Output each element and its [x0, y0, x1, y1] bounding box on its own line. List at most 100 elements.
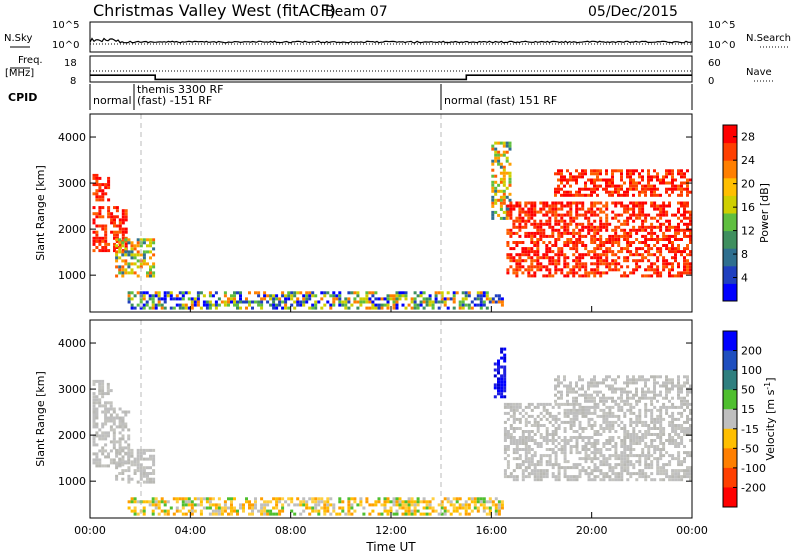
velocity-cell: [605, 420, 609, 424]
power-cell: [659, 274, 663, 278]
power-cell: [575, 181, 578, 185]
velocity-cell: [644, 436, 648, 439]
velocity-cell: [647, 430, 651, 433]
velocity-cell: [668, 460, 672, 464]
velocity-cell: [647, 466, 651, 470]
velocity-cell: [614, 472, 618, 476]
power-cell: [551, 210, 555, 214]
velocity-cell: [401, 506, 405, 510]
power-cell: [533, 201, 537, 205]
velocity-cell: [590, 457, 594, 461]
power-cell: [686, 169, 689, 173]
power-cell: [638, 228, 642, 232]
power-cell: [653, 184, 656, 188]
velocity-cell: [629, 378, 632, 382]
velocity-cell: [329, 503, 333, 507]
power-cell: [566, 201, 570, 205]
power-cell: [524, 213, 528, 217]
power-cell: [163, 297, 167, 301]
power-cell: [202, 294, 206, 298]
power-cell: [602, 250, 606, 254]
velocity-cell: [542, 402, 546, 406]
velocity-cell: [500, 347, 504, 351]
velocity-cell: [584, 472, 588, 476]
power-cell: [95, 233, 99, 237]
power-cell: [154, 294, 158, 298]
power-cell: [323, 303, 327, 307]
velocity-cell: [386, 500, 390, 504]
power-cell: [118, 227, 122, 231]
velocity-cell: [199, 503, 203, 507]
power-cell: [647, 250, 651, 254]
velocity-cell: [587, 405, 591, 409]
power-cell: [614, 253, 618, 257]
colorbar-swatch: [723, 409, 737, 430]
velocity-cell: [98, 398, 102, 402]
velocity-cell: [521, 439, 525, 442]
velocity-cell: [587, 478, 591, 482]
velocity-cell: [593, 463, 597, 467]
velocity-cell: [572, 436, 576, 439]
power-cell: [425, 297, 429, 301]
power-cell: [305, 300, 309, 304]
velocity-cell: [668, 420, 672, 424]
power-cell: [148, 297, 152, 301]
power-cell: [95, 224, 99, 228]
power-cell: [458, 303, 462, 307]
velocity-cell: [121, 472, 125, 475]
power-cell: [629, 169, 632, 173]
velocity-cell: [548, 402, 552, 406]
power-cell: [620, 250, 624, 254]
power-cell: [320, 306, 324, 310]
velocity-cell: [656, 445, 660, 448]
velocity-cell: [686, 414, 689, 418]
velocity-cell: [98, 392, 102, 396]
power-cell: [127, 300, 131, 304]
power-cell: [668, 225, 671, 229]
power-cell: [602, 210, 606, 214]
power-cell: [611, 190, 614, 194]
velocity-cell: [512, 430, 516, 433]
velocity-cell: [521, 475, 525, 479]
velocity-cell: [551, 448, 555, 451]
velocity-cell: [659, 427, 663, 430]
power-cell: [617, 244, 621, 247]
velocity-cell: [554, 478, 558, 482]
power-cell: [677, 210, 680, 214]
power-cell: [488, 300, 492, 304]
power-cell: [509, 207, 513, 211]
power-cell: [590, 238, 594, 241]
colorbar-swatch: [723, 195, 737, 214]
velocity-cell: [493, 386, 497, 390]
power-cell: [110, 212, 114, 216]
power-cell: [506, 228, 510, 232]
power-cell: [656, 271, 660, 275]
velocity-cell: [425, 506, 429, 510]
power-cell: [92, 218, 96, 222]
velocity-cell: [518, 411, 522, 415]
power-cell: [668, 271, 671, 275]
velocity-cell: [554, 457, 558, 461]
velocity-cell: [136, 454, 140, 458]
velocity-cell: [611, 466, 615, 470]
velocity-cell: [560, 439, 564, 442]
velocity-cell: [578, 405, 582, 409]
velocity-cell: [593, 420, 597, 424]
velocity-cell: [674, 417, 678, 421]
velocity-cell: [683, 469, 686, 473]
power-cell: [263, 294, 267, 298]
velocity-cell: [653, 375, 656, 379]
velocity-cell: [572, 424, 576, 427]
velocity-cell: [647, 408, 651, 412]
velocity-cell: [602, 417, 606, 421]
power-cell: [593, 201, 597, 205]
velocity-cell: [605, 457, 609, 461]
power-cell: [641, 228, 645, 232]
power-cell: [223, 300, 227, 304]
power-cell: [680, 172, 683, 176]
power-cell: [190, 306, 194, 310]
velocity-cell: [665, 381, 668, 385]
power-cell: [499, 180, 503, 184]
power-cell: [497, 198, 501, 202]
power-cell: [121, 244, 125, 248]
